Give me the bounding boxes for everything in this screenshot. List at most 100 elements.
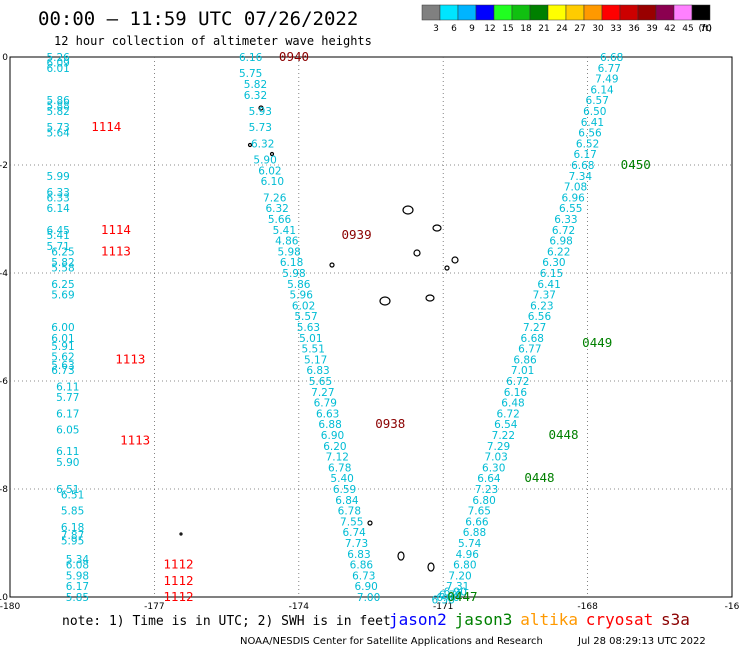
footer-note: note: 1) Time is in UTC; 2) SWH is in fe… <box>62 614 391 629</box>
wave-height-value: 7.08 <box>564 182 587 194</box>
island-outline <box>427 562 435 572</box>
wave-height-value: 5.96 <box>290 290 314 302</box>
colorbar-unit: (ft) <box>698 24 712 34</box>
colorbar-swatch <box>529 4 549 21</box>
x-tick-label: -168 <box>577 602 598 612</box>
wave-height-value: 6.80 <box>472 495 495 507</box>
pass-time-label: 1112 <box>163 589 193 604</box>
wave-height-value: 6.33 <box>46 192 69 204</box>
y-tick-label: -2 <box>0 161 8 171</box>
wave-height-value: 5.95 <box>61 535 84 547</box>
wave-height-value: 5.57 <box>294 311 317 323</box>
wave-height-value: 5.73 <box>249 122 272 134</box>
wave-height-value: 6.45 <box>46 225 69 237</box>
island-outline <box>258 105 264 111</box>
wave-height-value: 6.51 <box>56 484 79 496</box>
wave-height-value: 6.18 <box>280 257 303 269</box>
wave-height-value: 7.20 <box>448 570 471 582</box>
colorbar-label: 21 <box>538 24 549 34</box>
x-tick-label: -177 <box>144 602 164 612</box>
wave-height-value: 6.63 <box>316 408 339 420</box>
island-outline <box>402 205 414 215</box>
wave-height-value: 7.22 <box>492 430 515 442</box>
wave-height-value: 6.88 <box>318 419 341 431</box>
wave-height-value: 6.00 <box>51 322 74 334</box>
wave-height-value: 6.72 <box>506 376 529 388</box>
wave-height-value: 5.85 <box>61 506 84 518</box>
colorbar-label: 18 <box>520 24 532 34</box>
pass-time-label: 1113 <box>115 351 145 366</box>
wave-height-value: 6.51 <box>61 489 84 501</box>
plot-frame: -180 -177 -174 -171 -168 -16 0 -2 -4 -6 -8 -10 <box>0 53 740 612</box>
wave-height-value: 6.25 <box>51 279 74 291</box>
wave-height-value: 6.09 <box>46 57 69 69</box>
colorbar-label: 3 <box>433 24 439 34</box>
wave-height-value: 6.17 <box>66 581 89 593</box>
colorbar-swatch <box>583 4 603 21</box>
colorbar-swatch <box>565 4 585 21</box>
x-tick-label: -171 <box>433 602 453 612</box>
satellite-legend: jason2 jason3 altika cryosat s3a <box>389 610 690 629</box>
pass-time-label: 0448 <box>548 427 578 442</box>
wave-height-value: 6.90 <box>444 587 467 599</box>
wave-height-value: 6.33 <box>46 187 69 199</box>
colorbar-swatch <box>691 4 711 21</box>
wave-height-value: 6.88 <box>463 527 486 539</box>
island-outline <box>367 520 373 526</box>
y-tick-label: -8 <box>0 485 8 495</box>
wave-height-value: 6.30 <box>482 462 505 474</box>
wave-height-value: 6.68 <box>600 52 623 64</box>
wave-height-value: 5.17 <box>304 354 327 366</box>
wave-height-value: 6.25 <box>51 246 74 258</box>
wave-height-value: 6.86 <box>513 354 537 366</box>
pass-time-label: 1112 <box>163 573 193 588</box>
wave-height-value: 6.56 <box>578 128 602 140</box>
colorbar-label: 70 <box>700 24 712 34</box>
wave-height-value: 6.83 <box>347 549 370 561</box>
wave-height-value: 5.90 <box>56 457 79 469</box>
wave-height-value: 5.01 <box>299 333 322 345</box>
wave-height-value: 7.29 <box>487 441 510 453</box>
wave-height-value: 6.78 <box>328 462 351 474</box>
chart-subtitle: 12 hour collection of altimeter wave hei… <box>54 34 372 48</box>
wave-height-value: 6.90 <box>321 430 344 442</box>
wave-height-value: 6.86 <box>350 560 374 572</box>
wave-height-value: 6.80 <box>453 560 476 572</box>
wave-height-value: 6.73 <box>51 365 74 377</box>
island-outline <box>379 296 391 306</box>
y-tick-label: -6 <box>0 377 8 387</box>
wave-height-value: 6.50 <box>432 595 455 607</box>
pass-time-label: 1114 <box>101 222 131 237</box>
wave-height-value: 5.93 <box>249 106 272 118</box>
wave-height-value: 6.57 <box>586 95 609 107</box>
wave-height-value: 5.77 <box>56 392 79 404</box>
wave-height-value: 6.52 <box>576 138 599 150</box>
wave-height-value: 6.10 <box>261 176 284 188</box>
wave-height-values: 5.266.096.015.865.885.825.735.645.996.33… <box>46 52 623 607</box>
wave-height-value: 5.82 <box>51 257 74 269</box>
wave-height-value: 5.26 <box>46 52 70 64</box>
wave-height-value: 7.01 <box>511 365 534 377</box>
wave-height-value: 5.41 <box>273 225 296 237</box>
wave-height-value: 6.68 <box>521 333 544 345</box>
wave-height-value: 5.99 <box>46 171 69 183</box>
pass-time-label: 0449 <box>582 335 612 350</box>
wave-height-value: 5.86 <box>287 279 311 291</box>
wave-height-value: 7.73 <box>345 538 368 550</box>
wave-height-value: 6.14 <box>46 203 70 215</box>
wave-height-value: 6.16 <box>504 387 528 399</box>
x-tick-label: -174 <box>289 602 310 612</box>
wave-height-value: 5.64 <box>46 128 70 140</box>
wave-height-value: 6.98 <box>549 236 572 248</box>
island-outline <box>413 249 421 257</box>
colorbar-swatch <box>619 4 639 21</box>
wave-height-value: 5.62 <box>51 352 74 364</box>
wave-height-value: 5.98 <box>282 268 305 280</box>
colorbar-swatch <box>439 4 459 21</box>
wave-height-value: 5.82 <box>244 79 267 91</box>
pass-time-label: 0448 <box>524 470 554 485</box>
colorbar-swatch <box>421 4 441 21</box>
colorbar-swatch <box>547 4 567 21</box>
wave-height-value: 5.66 <box>268 214 292 226</box>
